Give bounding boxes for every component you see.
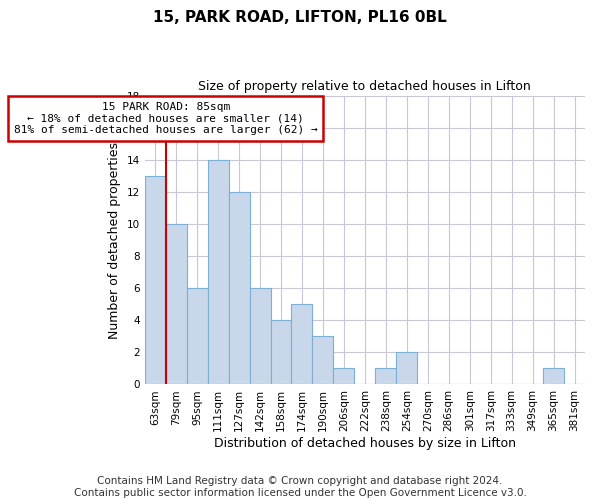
- Bar: [145, 176, 166, 384]
- Bar: [187, 288, 208, 384]
- Y-axis label: Number of detached properties: Number of detached properties: [108, 142, 121, 338]
- Bar: [292, 304, 313, 384]
- Bar: [313, 336, 334, 384]
- Text: 15 PARK ROAD: 85sqm
← 18% of detached houses are smaller (14)
81% of semi-detach: 15 PARK ROAD: 85sqm ← 18% of detached ho…: [14, 102, 317, 135]
- Bar: [543, 368, 564, 384]
- Text: Contains HM Land Registry data © Crown copyright and database right 2024.
Contai: Contains HM Land Registry data © Crown c…: [74, 476, 526, 498]
- Text: 15, PARK ROAD, LIFTON, PL16 0BL: 15, PARK ROAD, LIFTON, PL16 0BL: [153, 10, 447, 25]
- Bar: [229, 192, 250, 384]
- Bar: [271, 320, 292, 384]
- Bar: [334, 368, 355, 384]
- Title: Size of property relative to detached houses in Lifton: Size of property relative to detached ho…: [199, 80, 531, 93]
- Bar: [397, 352, 417, 384]
- X-axis label: Distribution of detached houses by size in Lifton: Distribution of detached houses by size …: [214, 437, 516, 450]
- Bar: [208, 160, 229, 384]
- Bar: [250, 288, 271, 384]
- Bar: [376, 368, 397, 384]
- Bar: [166, 224, 187, 384]
